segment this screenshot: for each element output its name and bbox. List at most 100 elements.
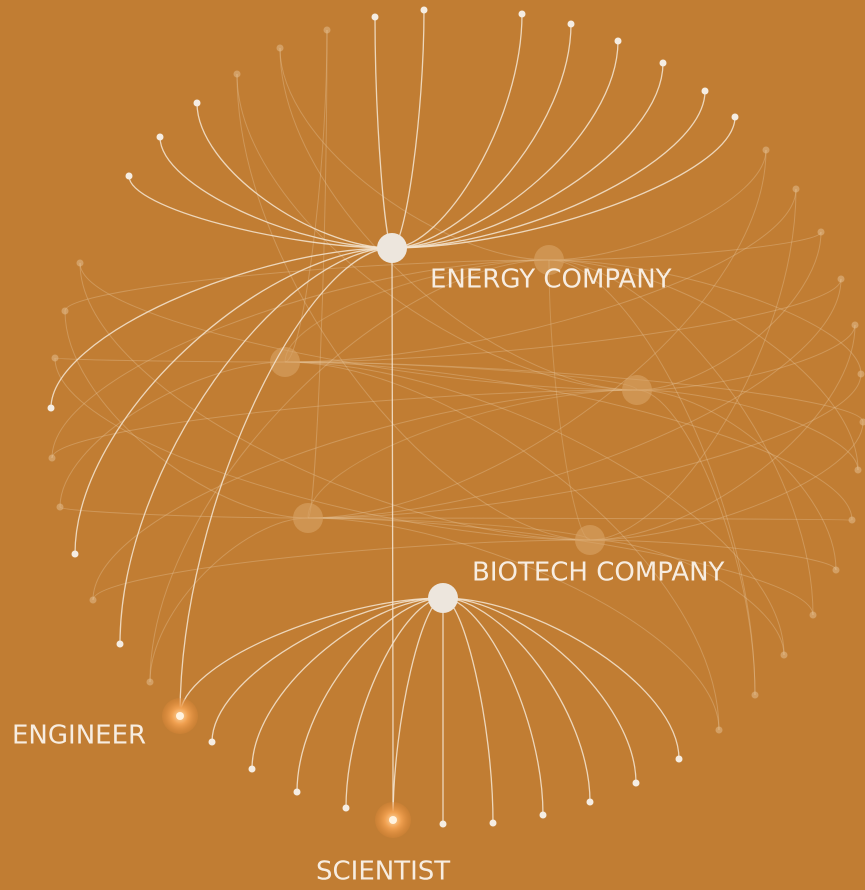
edge [442,597,637,784]
faded-node [851,321,859,329]
hub-node [377,233,407,263]
faded-edge [548,149,767,261]
leaf-node [71,550,79,558]
faded-hub [270,347,300,377]
edge [128,175,393,249]
faded-hub [575,525,605,555]
faded-edge [279,47,638,391]
faded-edge [307,517,853,521]
faded-edge [149,517,309,683]
leaf-node [659,59,667,67]
leaf-node [567,20,575,28]
faded-edge [284,278,842,363]
faded-node [762,146,770,154]
edge [345,597,444,809]
edge [196,102,393,249]
faded-edge [307,517,814,616]
faded-node [233,70,241,78]
edge [179,597,444,717]
faded-edge [589,421,864,541]
faded-node [751,691,759,699]
node-label: SCIENTIST [316,857,450,887]
hub-label: ENERGY COMPANY [430,265,672,295]
faded-node [859,418,865,426]
faded-hub [293,503,323,533]
edge [211,597,444,743]
faded-layer [48,26,865,734]
faded-node [276,44,284,52]
faded-node [89,596,97,604]
leaf-node [420,6,428,14]
faded-edge [64,310,309,519]
leaf-node [342,804,350,812]
faded-edge [589,539,785,656]
faded-edge [636,324,856,391]
leaf-node [47,404,55,412]
faded-edge [54,357,286,363]
hub-label: BIOTECH COMPANY [472,558,725,588]
leaf-node [116,640,124,648]
edge [159,136,393,249]
faded-node [792,185,800,193]
faded-edge [284,259,550,363]
faded-edge [284,361,864,423]
leaf-node [632,779,640,787]
faded-edge [64,259,550,312]
faded-edge [236,73,638,391]
leaf-node [614,37,622,45]
faded-edge [284,361,853,521]
edge [442,597,544,816]
leaf-node [539,811,547,819]
leaf-node [293,788,301,796]
leaf-node [731,113,739,121]
highlight-node [176,712,184,720]
leaf-node [193,99,201,107]
leaf-node [675,755,683,763]
faded-node [817,228,825,236]
faded-edge [92,539,591,601]
leaf-node [439,820,447,828]
faded-node [146,678,154,686]
faded-edge [284,361,785,656]
faded-edge [307,278,842,519]
faded-edge [548,259,859,471]
leaf-node [156,133,164,141]
faded-node [809,611,817,619]
edge [119,247,393,645]
faded-edge [548,259,756,696]
faded-edge [79,262,591,541]
node-layer [47,6,739,838]
faded-node [715,726,723,734]
faded-edge [307,389,638,519]
highlight-node [389,816,397,824]
edge [296,597,444,793]
faded-edge [636,389,859,471]
node-label: ENGINEER [12,721,146,751]
faded-node [51,354,59,362]
edge [251,597,444,770]
leaf-node [489,819,497,827]
faded-edge [636,389,837,571]
edge [74,247,393,555]
edge [391,90,706,249]
faded-edge [589,539,837,571]
faded-edge [284,361,720,731]
faded-node [48,454,56,462]
leaf-node [586,798,594,806]
faded-node [832,566,840,574]
edge [391,13,523,249]
faded-edge [636,231,822,391]
leaf-node [518,10,526,18]
faded-edge [284,188,797,363]
faded-edge [279,47,550,261]
hub-node [428,583,458,613]
faded-node [780,651,788,659]
edge [442,597,591,803]
leaf-node [208,738,216,746]
faded-node [857,370,865,378]
faded-edge [589,188,797,541]
faded-node [854,466,862,474]
faded-edge [548,259,862,375]
faded-edge [54,357,591,541]
